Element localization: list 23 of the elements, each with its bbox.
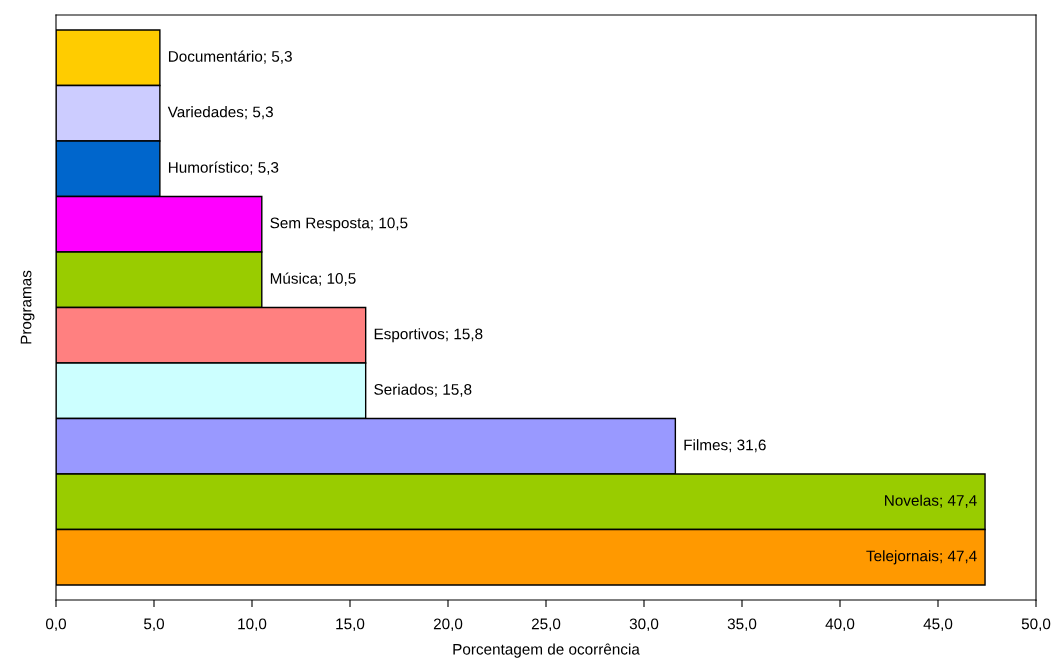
data-label: Variedades; 5,3 bbox=[167, 106, 273, 120]
x-tick-label: 45,0 bbox=[923, 618, 953, 632]
x-tick-label: 20,0 bbox=[433, 618, 463, 632]
x-tick-label: 10,0 bbox=[238, 618, 267, 632]
x-tick-label: 50,0 bbox=[1021, 618, 1051, 632]
x-tick-label: 30,0 bbox=[629, 618, 659, 632]
data-label: Filmes; 31,6 bbox=[684, 439, 766, 453]
data-label: Sem Resposta; 10,5 bbox=[270, 217, 408, 232]
x-tick-label: 0,0 bbox=[45, 618, 67, 632]
x-axis-title: Porcentagem de ocorrência bbox=[453, 643, 640, 658]
x-tick-label: 5,0 bbox=[143, 618, 165, 632]
data-label: Documentário; 5,3 bbox=[168, 50, 292, 64]
data-label: Esportivos; 15,8 bbox=[374, 328, 483, 343]
x-tick-label: 40,0 bbox=[825, 618, 855, 632]
y-axis-title: Programas bbox=[20, 270, 35, 344]
data-label: Humorístico; 5,3 bbox=[168, 161, 279, 175]
data-label: Novelas; 47,4 bbox=[885, 494, 977, 508]
x-tick-label: 25,0 bbox=[531, 618, 561, 632]
data-label: Telejornais; 47,4 bbox=[866, 550, 977, 565]
data-label: Música; 10,5 bbox=[270, 272, 356, 286]
x-tick-label: 35,0 bbox=[727, 618, 757, 632]
x-tick-label: 15,0 bbox=[336, 618, 365, 632]
data-label: Seriados; 15,8 bbox=[374, 383, 472, 397]
